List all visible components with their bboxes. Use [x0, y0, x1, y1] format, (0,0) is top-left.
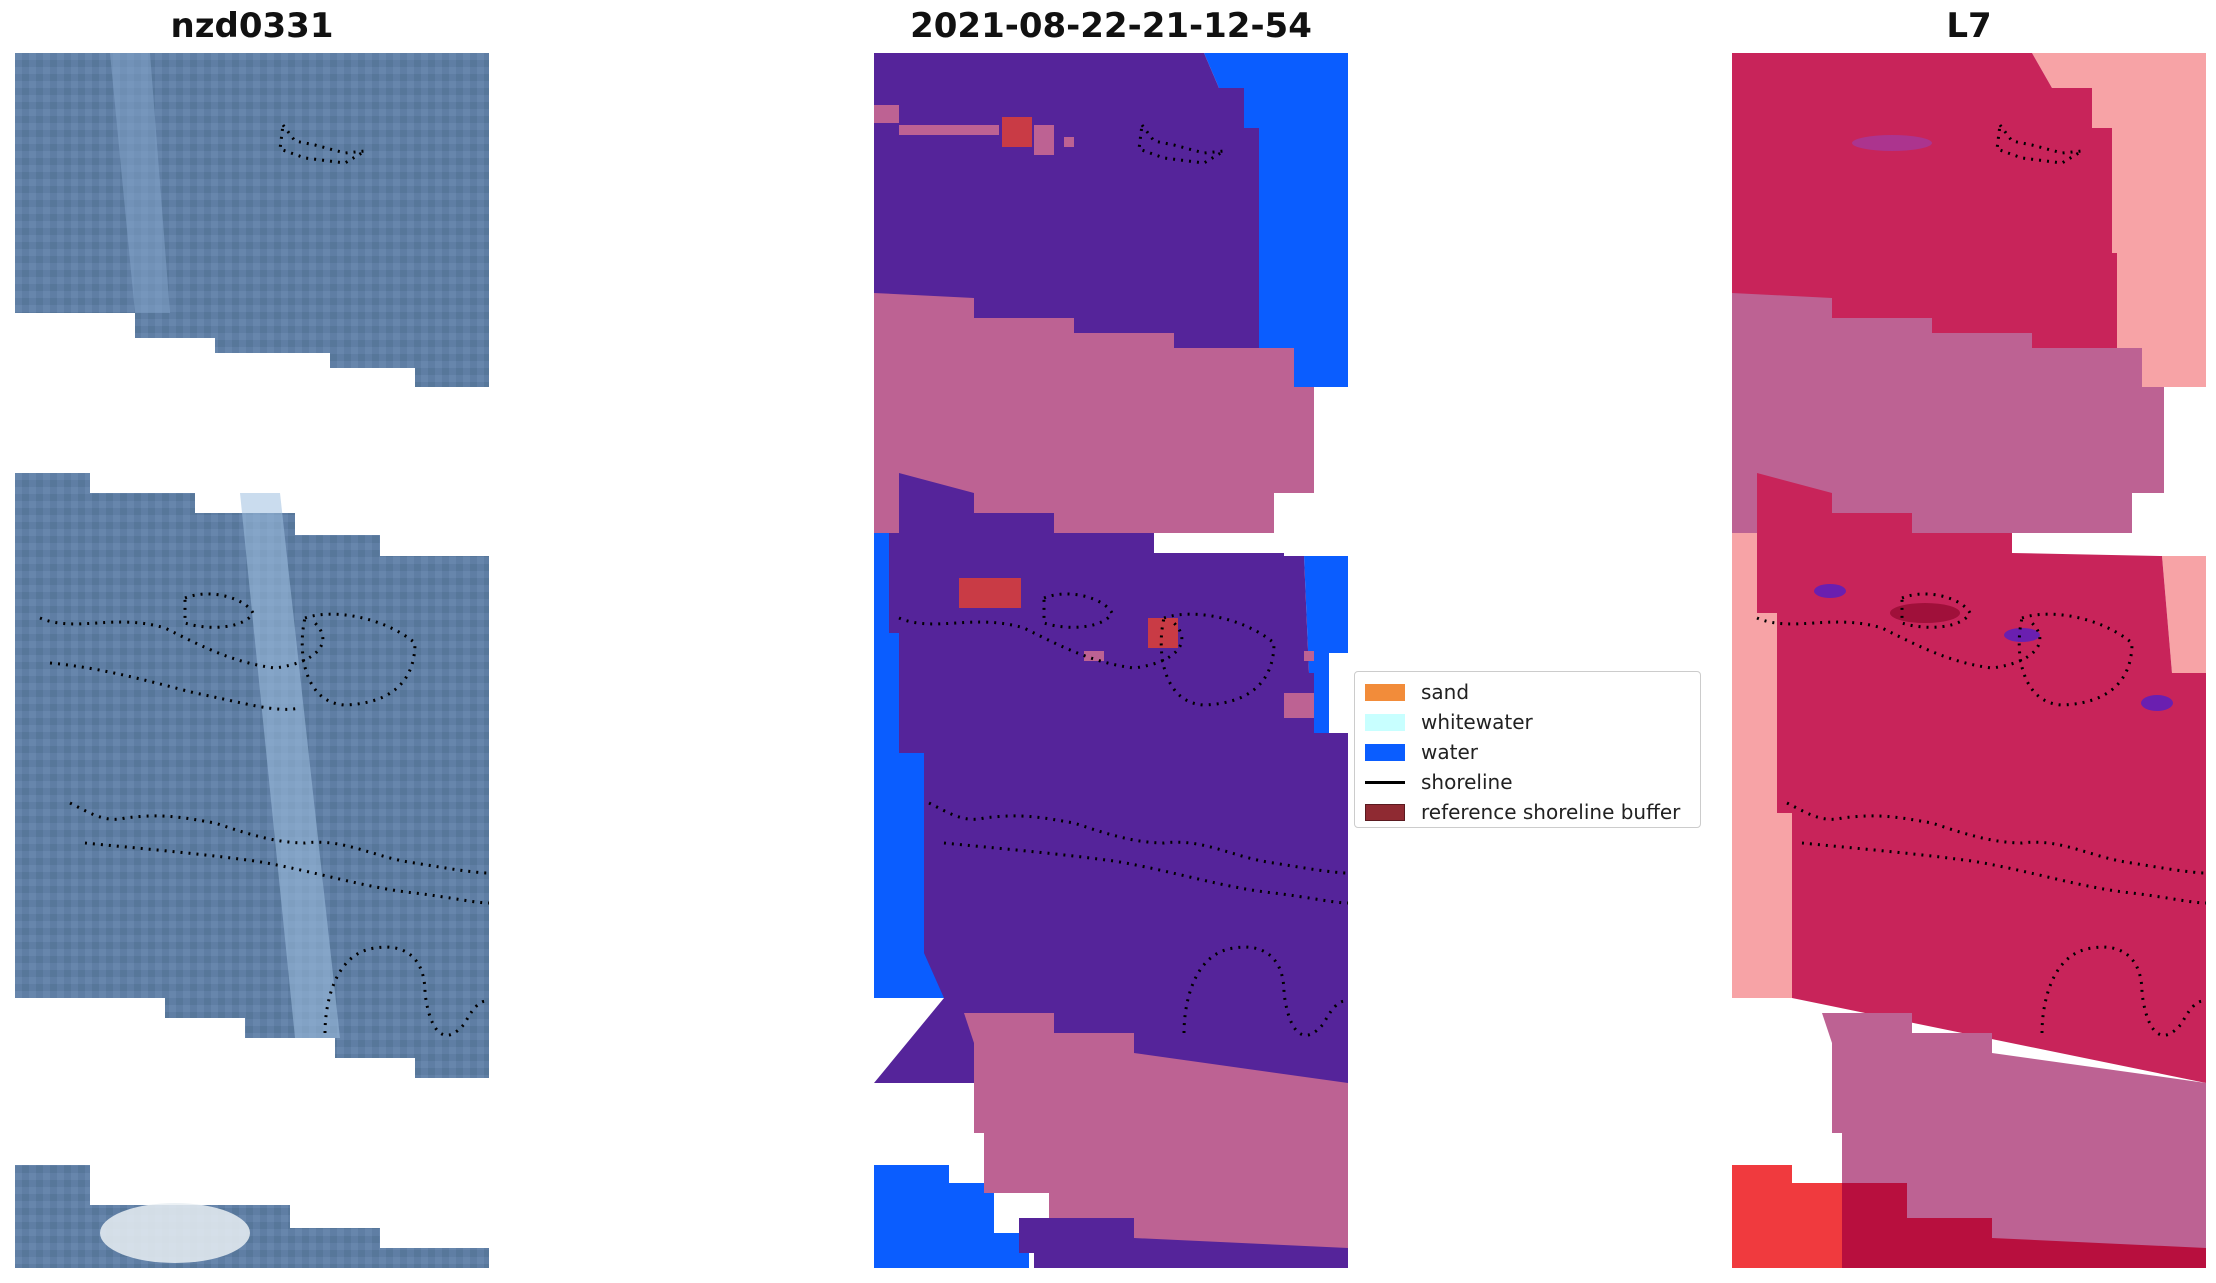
cloud-speck	[1304, 651, 1314, 661]
panel-title-rgb: nzd0331	[170, 6, 334, 46]
rgb-block-middle	[15, 473, 489, 1078]
land-middle	[874, 473, 1348, 1083]
rgb-image-panel	[15, 53, 489, 1268]
index-light-top-right	[2032, 53, 2206, 387]
cloud-speck	[1084, 651, 1104, 661]
index-light-left	[1732, 473, 1757, 998]
cloud-speck	[1284, 693, 1314, 718]
rgb-block-bottom	[15, 1165, 489, 1268]
water-top-right	[1204, 53, 1348, 387]
classification-panel	[874, 53, 1348, 1268]
index-spot	[2004, 628, 2040, 642]
land-bottom	[1019, 1218, 1348, 1268]
cloud-speck	[874, 105, 899, 123]
index-bottom-red	[1732, 1165, 1842, 1268]
legend-label: sand	[1421, 680, 1470, 704]
cloud-speck	[1034, 125, 1054, 155]
water-left-middle	[874, 493, 944, 998]
index-spot	[1814, 584, 1846, 598]
panel-title-classification: 2021-08-22-21-12-54	[910, 6, 1312, 46]
index-top	[1732, 53, 2117, 348]
legend-item-buffer: reference shoreline buffer	[1365, 800, 1680, 824]
index-bottom-dark	[1842, 1183, 2206, 1268]
water-right-middle	[1304, 556, 1348, 733]
legend-item-water: water	[1365, 740, 1478, 764]
buffer-highlight	[1002, 117, 1032, 147]
legend: sand whitewater water shoreline referenc…	[1354, 671, 1701, 828]
legend-label: water	[1421, 740, 1478, 764]
buffer-highlight	[1148, 618, 1178, 648]
legend-swatch-whitewater	[1365, 713, 1405, 731]
buffer-highlight	[959, 578, 1021, 608]
legend-item-shoreline: shoreline	[1365, 770, 1513, 794]
index-light-left-wedge	[1757, 613, 1792, 998]
index-spot	[1890, 603, 1960, 623]
index-spot	[1852, 135, 1932, 151]
legend-line-shoreline	[1365, 780, 1405, 784]
index-panel	[1732, 53, 2206, 1268]
legend-swatch-sand	[1365, 683, 1405, 701]
mask-band-upper	[1732, 293, 2164, 533]
legend-label: whitewater	[1421, 710, 1533, 734]
legend-item-whitewater: whitewater	[1365, 710, 1533, 734]
legend-item-sand: sand	[1365, 680, 1469, 704]
legend-label: reference shoreline buffer	[1421, 800, 1681, 824]
legend-label: shoreline	[1421, 770, 1513, 794]
legend-swatch-buffer	[1365, 803, 1405, 821]
cloud-band-upper	[874, 293, 1314, 533]
legend-swatch-water	[1365, 743, 1405, 761]
panel-title-index: L7	[1946, 6, 1992, 46]
cloud-speck	[1064, 137, 1074, 147]
cloud-speck	[899, 125, 999, 135]
mask-band-lower	[1822, 1013, 2206, 1248]
rgb-block-top	[15, 53, 489, 387]
index-middle	[1757, 473, 2206, 1083]
index-spot	[2141, 695, 2173, 711]
index-light-right	[2162, 556, 2206, 673]
cloud-band-lower	[964, 1013, 1348, 1253]
